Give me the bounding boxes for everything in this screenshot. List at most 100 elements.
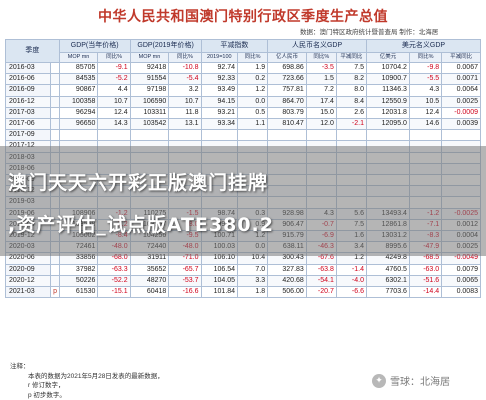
value-cell: -3.5 [305, 61, 337, 75]
value-cell: 698.86 [267, 61, 307, 75]
value-cell: 106590 [129, 95, 170, 108]
value-cell: 0.0064 [441, 84, 481, 97]
revision-flag-cell [50, 274, 60, 288]
subheader-cell: 亿美元 [365, 52, 410, 63]
value-cell [200, 129, 239, 142]
value-cell: 12.4 [97, 106, 131, 120]
subheader-cell: 同比% [408, 52, 443, 63]
value-cell: -51.6 [408, 274, 443, 288]
revision-flag-cell [50, 106, 60, 120]
snowball-logo-icon: ✦ [372, 373, 386, 388]
overlay-band [0, 146, 486, 256]
value-cell: -16.6 [168, 286, 202, 299]
table-row: 2017-03 96294 12.4 103311 11.8 93.21 0.5 803.79… [4, 106, 481, 120]
value-cell: -53.7 [168, 274, 202, 288]
value-cell: 92.74 [200, 61, 239, 75]
value-cell: 4.3 [408, 84, 443, 97]
value-cell: 50226 [58, 274, 99, 288]
value-cell: 11.8 [168, 106, 202, 120]
value-cell: -54.1 [305, 274, 337, 288]
quarter-cell: 2016-06 [4, 73, 52, 86]
value-cell: -14.4 [408, 286, 443, 299]
value-cell: 1.9 [237, 61, 269, 75]
value-cell: 84535 [58, 73, 99, 86]
header-deflator: 平减指数 [200, 39, 269, 53]
quarter-cell: 2021-03 [4, 286, 52, 299]
value-cell: -0.0009 [441, 106, 481, 120]
value-cell: 104.05 [200, 274, 239, 288]
value-cell: 97198 [129, 84, 170, 97]
value-cell: 14.6 [408, 118, 443, 131]
value-cell: 93.21 [200, 106, 239, 120]
value-cell: 92.33 [200, 73, 239, 86]
value-cell: 96294 [58, 106, 99, 120]
value-cell: 10704.2 [365, 61, 410, 75]
value-cell: 106.54 [200, 263, 239, 276]
quarter-cell: 2016-03 [4, 61, 52, 75]
value-cell: -65.7 [168, 263, 202, 276]
value-cell: 0.0 [237, 95, 269, 108]
value-cell: 12031.8 [365, 106, 410, 120]
value-cell [267, 129, 307, 142]
value-cell: 7.2 [305, 84, 337, 97]
value-cell: 0.0065 [441, 274, 481, 288]
subheader-cell: MOP mn [129, 52, 170, 63]
value-cell: -63.0 [408, 263, 443, 276]
table-row: 2020-09 37982 -63.3 35652 -65.7 106.54 7.0 327.… [4, 263, 481, 276]
page-title: 中华人民共和国澳门特别行政区季度生产总值 [98, 8, 388, 24]
header-quarter: 季度 [5, 39, 60, 63]
value-cell: -52.2 [97, 274, 131, 288]
revision-flag-cell [50, 61, 60, 75]
value-cell: -4.0 [335, 274, 367, 288]
value-cell: 90867 [58, 84, 99, 97]
value-cell: 85705 [58, 61, 99, 75]
value-cell: 1.1 [237, 118, 269, 131]
subheader-cell: 同比% [305, 52, 337, 63]
value-cell: 13.1 [168, 118, 202, 131]
value-cell: 10.7 [168, 95, 202, 108]
value-cell: 723.66 [267, 73, 307, 86]
table-row: 2017-06 96650 14.3 103542 13.1 93.34 1.1 810.47… [4, 118, 481, 131]
value-cell: 96650 [58, 118, 99, 131]
subheader-cell: 同比% [97, 52, 131, 63]
value-cell: 12.0 [305, 118, 337, 131]
value-cell [441, 129, 481, 142]
value-cell [129, 129, 170, 142]
value-cell: 93.34 [200, 118, 239, 131]
value-cell: 506.00 [267, 286, 307, 299]
value-cell: -1.4 [335, 263, 367, 276]
revision-flag-cell [50, 263, 60, 276]
value-cell: 101.84 [200, 286, 239, 299]
value-cell: 103542 [129, 118, 170, 131]
value-cell: -20.7 [305, 286, 337, 299]
overlay-text-line-1: 澳门天天六开彩正版澳门挂牌 [8, 172, 269, 194]
subheader-row: MOP mn 同比% MOP mn 同比% 2019=100 同比% 亿人民币 同比% 平减同比… [6, 52, 481, 63]
value-cell: -2.1 [335, 118, 367, 131]
watermark: ✦ 雪球：北海居 [372, 373, 450, 388]
value-cell: 0.0039 [441, 118, 481, 131]
value-cell: 1.5 [305, 73, 337, 86]
revision-flag-cell: p [50, 286, 60, 299]
value-cell: 0.0025 [441, 95, 481, 108]
value-cell: 103311 [129, 106, 170, 120]
value-cell: -9.1 [97, 61, 131, 75]
value-cell: 3.3 [237, 274, 269, 288]
value-cell: 8.4 [335, 95, 367, 108]
table-row: 2017-09 [4, 129, 481, 142]
subheader-cell: MOP mn [58, 52, 99, 63]
value-cell: -5.2 [97, 73, 131, 86]
value-cell [335, 129, 367, 142]
value-cell: 8.0 [335, 84, 367, 97]
value-cell: 864.70 [267, 95, 307, 108]
quarter-cell: 2016-09 [4, 84, 52, 97]
header-gdp-current: GDP(当年价格) [58, 39, 131, 53]
value-cell: 10.5 [408, 95, 443, 108]
value-cell: 0.5 [237, 106, 269, 120]
value-cell: 327.83 [267, 263, 307, 276]
value-cell: 757.81 [267, 84, 307, 97]
header-gdp-2019: GDP(2019年价格) [129, 39, 202, 53]
value-cell: 100358 [58, 95, 99, 108]
value-cell: 2.6 [335, 106, 367, 120]
table-row: 2020-12 50226 -52.2 48270 -53.7 104.05 3.3 420.… [4, 274, 481, 288]
footnote-line: 本表的数据为2021年5月28日发表的最新数据， [28, 372, 164, 380]
